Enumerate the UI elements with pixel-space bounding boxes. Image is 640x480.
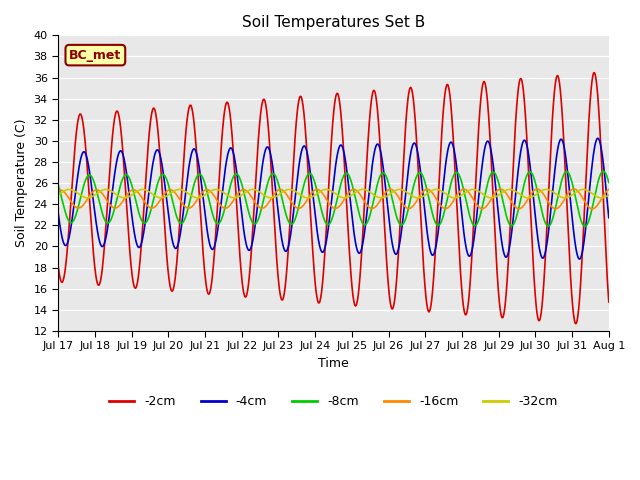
X-axis label: Time: Time (318, 357, 349, 370)
Y-axis label: Soil Temperature (C): Soil Temperature (C) (15, 119, 28, 247)
Legend: -2cm, -4cm, -8cm, -16cm, -32cm: -2cm, -4cm, -8cm, -16cm, -32cm (104, 390, 563, 413)
Title: Soil Temperatures Set B: Soil Temperatures Set B (242, 15, 425, 30)
Text: BC_met: BC_met (69, 48, 122, 61)
